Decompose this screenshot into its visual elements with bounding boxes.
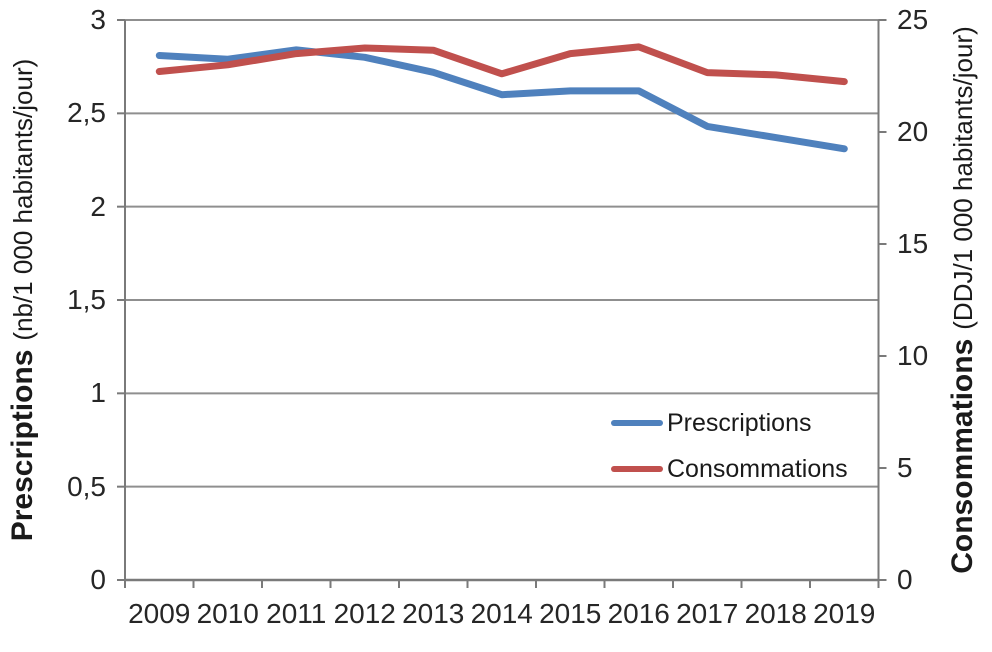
series-line-consommations <box>155 43 848 86</box>
y-axis-title-right-unit: (DDJ/1 000 habitants/jour) <box>948 26 978 330</box>
y-axis-left-tick-label: 3 <box>90 4 106 35</box>
x-axis-tick-label: 2012 <box>333 598 396 629</box>
y-axis-left-tick-label: 1,5 <box>67 284 106 315</box>
x-axis-tick-label: 2009 <box>128 598 191 629</box>
x-axis-tick-label: 2011 <box>266 598 327 629</box>
x-axis-tick-label: 2015 <box>539 598 602 629</box>
x-axis-tick-label: 2018 <box>744 598 807 629</box>
y-axis-left-tick-label: 1 <box>90 377 106 409</box>
x-axis-tick-label: 2016 <box>607 598 670 629</box>
y-axis-right-tick-label: 0 <box>897 564 913 595</box>
legend-label: Consommations <box>667 454 848 483</box>
series-line-prescriptions <box>155 46 848 153</box>
legend-line-swatch <box>611 420 663 426</box>
x-axis-tick-label: 2017 <box>676 598 739 629</box>
x-axis-tick-label: 2013 <box>402 598 465 629</box>
x-axis-tick-label: 2014 <box>470 598 533 629</box>
legend: Prescriptions Consommations <box>611 400 848 492</box>
y-axis-right-tick-label: 10 <box>897 340 929 371</box>
y-axis-right-tick-label: 25 <box>897 4 929 35</box>
y-axis-right-tick-label: 20 <box>897 116 929 147</box>
y-axis-left-tick-label: 0 <box>90 564 106 595</box>
legend-line-swatch <box>611 466 663 472</box>
y-axis-title-right: Consommations(DDJ/1 000 habitants/jour) <box>946 26 980 574</box>
y-axis-left-tick-label: 2 <box>90 190 106 222</box>
y-axis-right-tick-label: 15 <box>897 228 929 259</box>
x-axis-tick-label: 2019 <box>813 598 876 629</box>
x-axis-tick-label: 2010 <box>196 598 259 629</box>
y-axis-left-tick-label: 0,5 <box>67 470 106 502</box>
legend-item-consommations: Consommations <box>611 446 848 492</box>
legend-label: Prescriptions <box>667 408 812 437</box>
y-axis-right-tick-label: 5 <box>897 452 913 483</box>
y-axis-left-tick-label: 2,5 <box>67 97 106 129</box>
legend-item-prescriptions: Prescriptions <box>611 400 848 446</box>
